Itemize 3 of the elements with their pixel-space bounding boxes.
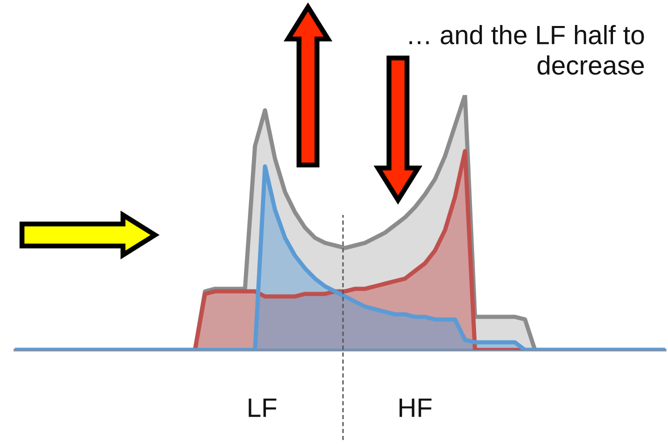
text: … and the LF half to decrease [409, 25, 644, 75]
text: HF [400, 398, 432, 417]
text: LF [248, 398, 276, 417]
